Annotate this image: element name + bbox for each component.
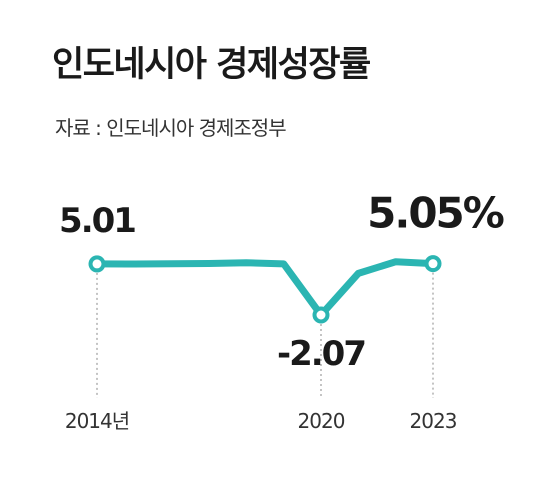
- data-label-2014: 5.01: [59, 201, 135, 241]
- data-point-2014: [88, 255, 106, 273]
- x-tick-label-2023: 2023: [410, 409, 457, 433]
- data-label-2020: -2.07: [277, 334, 365, 374]
- data-point-2023: [424, 255, 442, 273]
- source-note: 자료 : 인도네시아 경제조정부: [55, 116, 287, 140]
- x-tick-label-2014: 2014년: [65, 409, 129, 433]
- chart-title: 인도네시아 경제성장률: [52, 45, 371, 85]
- data-point-2020: [312, 306, 330, 324]
- series-line: [93, 258, 437, 319]
- x-tick-label-2020: 2020: [298, 409, 345, 433]
- data-label-2023: 5.05%: [367, 189, 504, 238]
